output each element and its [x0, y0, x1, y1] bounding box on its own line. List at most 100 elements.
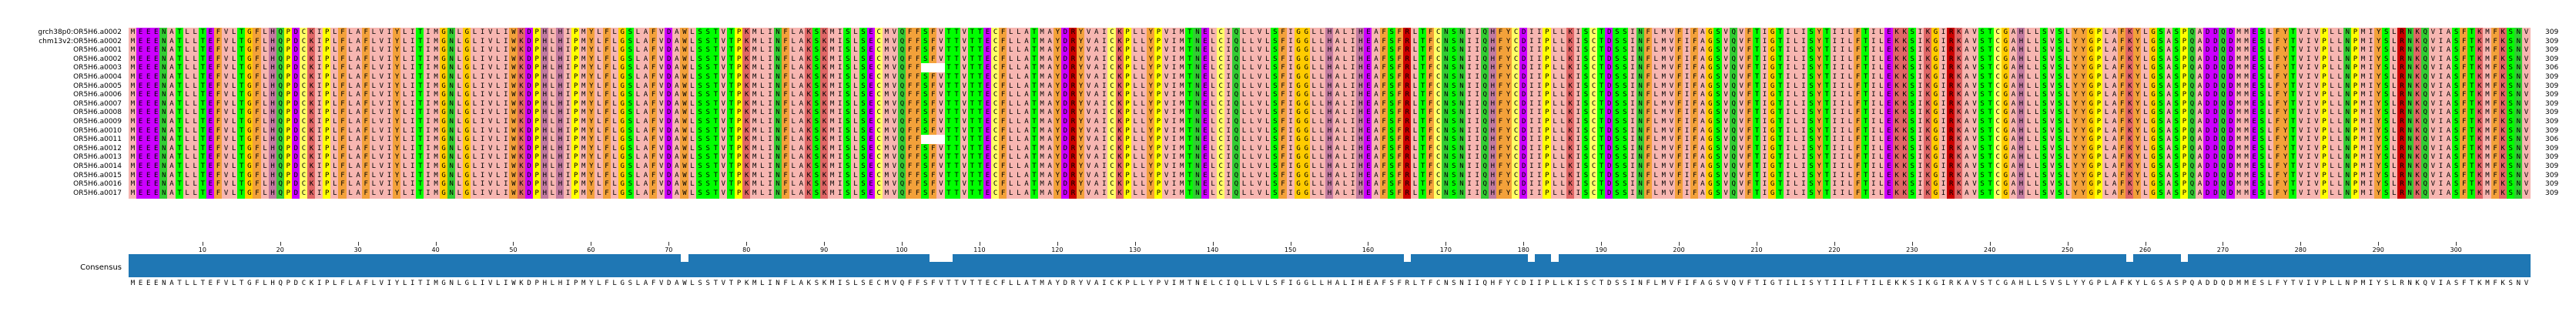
residue-cell: F — [1395, 54, 1404, 65]
residue-cell: C — [1589, 45, 1599, 56]
residue-cell: K — [1900, 45, 1909, 56]
residue-cell: I — [1573, 36, 1583, 47]
residue-cell: I — [2367, 36, 2376, 47]
residue-cell: I — [315, 54, 324, 65]
residue-cell: D — [291, 63, 300, 74]
residue-cell: H — [2017, 45, 2026, 56]
residue-cell: S — [1908, 54, 1917, 65]
residue-cell: F — [253, 36, 262, 47]
residue-cell: E — [983, 36, 992, 47]
residue-cell: A — [1022, 54, 1031, 65]
residue-cell: P — [571, 36, 581, 47]
residue-cell: V — [889, 54, 899, 65]
residue-cell: L — [1846, 28, 1855, 38]
residue-cell: Q — [2420, 54, 2430, 65]
residue-cell: L — [1309, 36, 1318, 47]
residue-cell: L — [851, 36, 860, 47]
residue-cell: L — [1239, 36, 1248, 47]
residue-cell: I — [1170, 28, 1179, 38]
residue-cell: V — [960, 45, 969, 56]
residue-cell: V — [377, 28, 386, 38]
residue-cell: C — [874, 36, 883, 47]
residue-cell: L — [633, 28, 642, 38]
residue-cell: Q — [1231, 45, 1241, 56]
residue-cell: F — [1854, 36, 1863, 47]
residue-cell: S — [1613, 28, 1622, 38]
residue-cell: E — [2249, 36, 2259, 47]
residue-cell: N — [1442, 36, 1451, 47]
residue-cell: G — [1768, 54, 1777, 65]
residue-cell: M — [1177, 28, 1187, 38]
residue-cell: A — [641, 28, 650, 38]
residue-cell: I — [1170, 54, 1179, 65]
residue-cell: Q — [897, 45, 906, 56]
residue-cell: F — [1278, 54, 1288, 65]
residue-cell: I — [1869, 54, 1878, 65]
residue-cell: F — [253, 54, 262, 65]
residue-cell: Q — [1729, 28, 1738, 38]
residue-cell: I — [478, 54, 487, 65]
residue-cell: K — [2125, 28, 2135, 38]
residue-cell: D — [291, 28, 300, 38]
residue-cell: P — [735, 28, 744, 38]
residue-cell: P — [1123, 54, 1132, 65]
residue-cell: F — [361, 28, 370, 38]
residue-cell: Y — [2281, 36, 2290, 47]
residue-cell: A — [2444, 28, 2453, 38]
residue-cell: P — [323, 45, 332, 56]
residue-cell: M — [2483, 28, 2492, 38]
residue-cell: M — [1659, 45, 1668, 56]
residue-cell: S — [1449, 45, 1459, 56]
residue-cell: L — [1846, 36, 1855, 47]
residue-cell: A — [2008, 45, 2018, 56]
residue-cell: K — [742, 45, 752, 56]
residue-cell: D — [2226, 54, 2236, 65]
residue-cell: K — [1115, 54, 1124, 65]
residue-cell: I — [424, 45, 433, 56]
residue-cell: V — [936, 45, 946, 56]
residue-cell: V — [486, 36, 495, 47]
residue-cell: K — [2125, 54, 2135, 65]
residue-cell: V — [1084, 28, 1094, 38]
residue-cell: M — [2242, 45, 2251, 56]
residue-cell: I — [478, 45, 487, 56]
residue-cell: V — [657, 28, 666, 38]
residue-cell: W — [509, 36, 518, 47]
residue-cell: V — [1667, 45, 1676, 56]
residue-cell: F — [2273, 28, 2282, 38]
residue-cell: K — [1892, 28, 1901, 38]
residue-cell: C — [1512, 54, 1521, 65]
residue-cell: C — [1216, 54, 1225, 65]
residue-cell: F — [913, 54, 923, 65]
residue-cell: A — [1333, 36, 1342, 47]
residue-cell: T — [1822, 28, 1831, 38]
residue-cell: K — [1955, 28, 1964, 38]
residue-cell: F — [999, 45, 1008, 56]
residue-cell: M — [828, 54, 837, 65]
residue-cell: F — [1744, 28, 1754, 38]
residue-cell: L — [688, 28, 697, 38]
residue-cell: H — [1356, 36, 1365, 47]
residue-cell: G — [462, 45, 471, 56]
residue-cell: L — [2327, 45, 2336, 56]
residue-cell: P — [2320, 45, 2329, 56]
residue-cell: L — [1208, 36, 1218, 47]
residue-cell: F — [602, 45, 611, 56]
residue-cell: Y — [1053, 36, 1062, 47]
residue-cell: T — [1030, 54, 1039, 65]
residue-cell: T — [967, 36, 976, 47]
residue-cell: S — [695, 45, 705, 56]
residue-cell: F — [649, 28, 658, 38]
residue-cell: Y — [2281, 28, 2290, 38]
residue-cell: L — [1138, 45, 1147, 56]
residue-cell: C — [1434, 36, 1443, 47]
residue-cell: T — [1597, 36, 1606, 47]
residue-cell: Q — [1480, 45, 1489, 56]
residue-cell: G — [1294, 45, 1303, 56]
residue-cell: V — [1162, 54, 1171, 65]
residue-cell: M — [579, 45, 588, 56]
residue-cell: K — [1955, 45, 1964, 56]
residue-cell: S — [2452, 54, 2461, 65]
residue-cell: M — [828, 45, 837, 56]
residue-cell: N — [447, 36, 456, 47]
